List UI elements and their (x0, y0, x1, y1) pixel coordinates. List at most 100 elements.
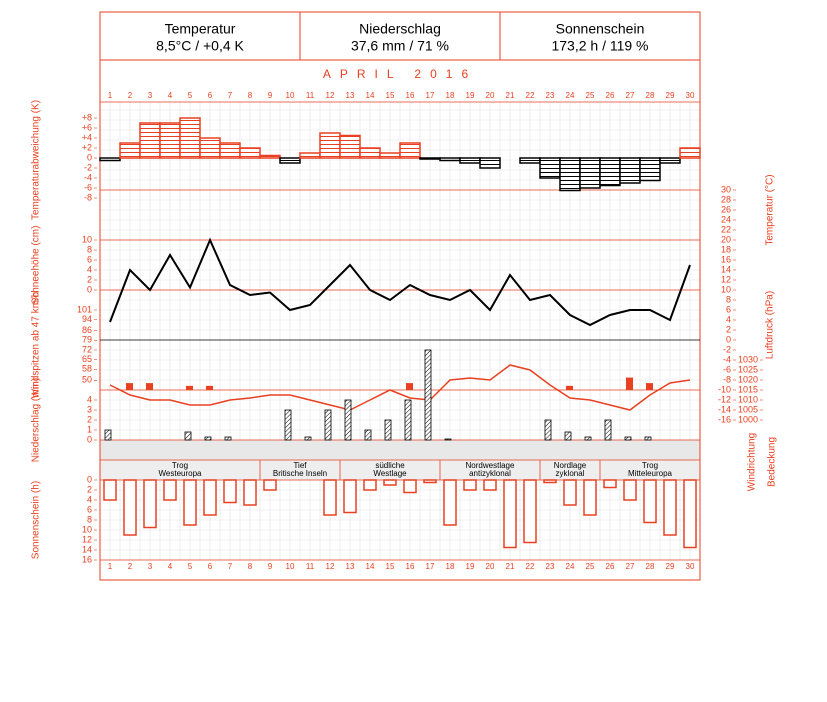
y-tick-label: 14 (721, 264, 731, 274)
day-label: 6 (208, 562, 213, 571)
regime-label: Britische Inseln (273, 469, 327, 478)
anomaly-bar (99, 157, 121, 162)
y-tick-label: +2 (82, 142, 92, 152)
anomaly-bar (659, 157, 681, 164)
header-value: 8,5°C / +0,4 K (156, 38, 244, 54)
anomaly-bar (359, 147, 381, 159)
day-label: 22 (526, 91, 535, 100)
regime-strip (100, 460, 700, 480)
sunshine-bar (463, 479, 477, 491)
anomaly-bar (259, 154, 281, 159)
wind-bar (566, 385, 573, 390)
regime-label: Nordlage (554, 461, 587, 470)
sunshine-bar (403, 479, 417, 494)
y-tick-label: 20 (721, 234, 731, 244)
sunshine-bar (363, 479, 377, 491)
sunshine-bar (323, 479, 337, 516)
precip-bar (624, 436, 632, 441)
day-label: 16 (406, 91, 415, 100)
y-tick-label: -6 (723, 364, 731, 374)
precip-bar (104, 429, 112, 441)
day-label: 12 (326, 562, 335, 571)
y-tick-label: 4 (726, 314, 731, 324)
sunshine-bar (683, 479, 697, 549)
day-label: 30 (686, 562, 695, 571)
day-label: 9 (268, 91, 273, 100)
precip-bar (604, 419, 612, 441)
anomaly-bar (559, 157, 581, 192)
anomaly-bar (539, 157, 561, 179)
y-tick-label: 1010 (738, 394, 758, 404)
day-label: 8 (248, 91, 253, 100)
y-tick-label: -8 (723, 374, 731, 384)
day-label: 14 (366, 91, 375, 100)
axis-title: Bedeckung (767, 437, 778, 487)
y-tick-label: -6 (84, 182, 92, 192)
sunshine-bar (143, 479, 157, 529)
precip-bar (204, 436, 212, 441)
precip-bar (404, 399, 412, 441)
day-label: 5 (188, 91, 193, 100)
day-label: 10 (286, 91, 295, 100)
day-label: 19 (466, 91, 475, 100)
y-tick-label: +6 (82, 122, 92, 132)
day-label: 26 (606, 562, 615, 571)
day-label: 27 (626, 562, 635, 571)
y-tick-label: 0 (87, 284, 92, 294)
day-label: 10 (286, 562, 295, 571)
axis-title: Luftdruck (hPa) (765, 291, 776, 359)
y-tick-label: 10 (82, 234, 92, 244)
day-label: 7 (228, 562, 233, 571)
y-tick-label: 1025 (738, 364, 758, 374)
sunshine-bar (383, 479, 397, 486)
precip-bar (224, 436, 232, 441)
wind-bar (146, 383, 153, 390)
sunshine-bar (343, 479, 357, 514)
anomaly-bar (179, 117, 201, 159)
y-tick-label: -12 (718, 394, 731, 404)
day-label: 3 (148, 91, 153, 100)
y-tick-label: 2 (726, 324, 731, 334)
precip-bar (284, 409, 292, 441)
anomaly-bar (239, 147, 261, 159)
day-label: 14 (366, 562, 375, 571)
anomaly-bar (679, 147, 701, 159)
day-label: 12 (326, 91, 335, 100)
anomaly-bar (199, 137, 221, 159)
day-label: 6 (208, 91, 213, 100)
precip-bar (644, 436, 652, 441)
day-label: 18 (446, 562, 455, 571)
header: Temperatur 8,5°C / +0,4 K Niederschlag 3… (99, 11, 701, 61)
precip-bar (324, 409, 332, 441)
y-tick-label: -14 (718, 404, 731, 414)
sunshine-bar (663, 479, 677, 536)
sunshine-bar (563, 479, 577, 506)
y-tick-label: 72 (82, 344, 92, 354)
y-tick-label: 4 (87, 264, 92, 274)
day-label: 4 (168, 91, 173, 100)
precip-bar (304, 436, 312, 441)
y-tick-label: 6 (87, 504, 92, 514)
y-tick-label: 14 (82, 544, 92, 554)
y-tick-label: 0 (87, 152, 92, 162)
anomaly-bar (219, 142, 241, 159)
precip-bar (364, 429, 372, 441)
anomaly-bar (579, 157, 601, 189)
precip-bar (444, 438, 452, 441)
day-label: 17 (426, 562, 435, 571)
y-tick-label: 4 (87, 394, 92, 404)
regime-label: südliche (375, 461, 405, 470)
sunshine-bar (603, 479, 617, 489)
precip-bar (424, 349, 432, 441)
y-tick-label: 12 (721, 274, 731, 284)
precip-bar (544, 419, 552, 441)
day-label: 28 (646, 562, 655, 571)
anomaly-bar (519, 157, 541, 164)
anomaly-bar (419, 157, 441, 160)
day-label: 15 (386, 562, 395, 571)
regime-label: Westeuropa (159, 469, 203, 478)
day-label: 2 (128, 91, 133, 100)
sunshine-bar (623, 479, 637, 501)
day-label: 25 (586, 562, 595, 571)
